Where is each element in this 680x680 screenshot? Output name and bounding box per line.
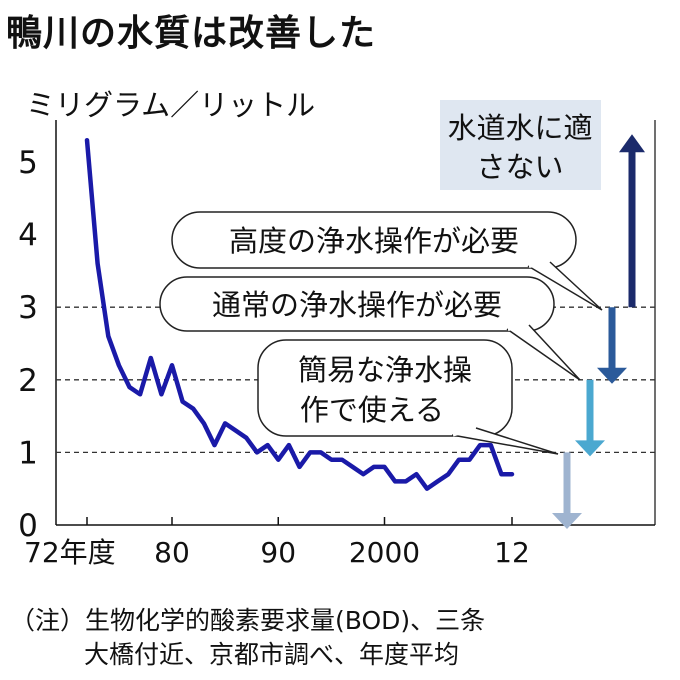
band-arrow-head-down (575, 440, 605, 457)
y-tick-label: 3 (18, 290, 38, 326)
footnote-line-2: 大橋付近、京都市調べ、年度平均 (84, 640, 460, 669)
band-label-bubble-tail (527, 261, 603, 311)
band-label-bubble-tail-gap (452, 427, 476, 437)
band-label-text: 簡易な浄水操 (298, 353, 472, 387)
band-label-bubble-tail (451, 427, 559, 455)
x-tick-label: 12 (494, 536, 530, 569)
chart-title: 鴨川の水質は改善した (6, 13, 377, 54)
y-axis-unit-label: ミリグラム／リットル (26, 88, 316, 122)
band-label-text: 通常の浄水操作が必要 (212, 288, 502, 322)
band-label-bubble (257, 339, 513, 437)
band-arrow-head-down (597, 367, 627, 384)
band-arrow-head-up (619, 134, 645, 153)
x-tick-label: 72年度 (24, 536, 116, 569)
x-tick-label: 80 (154, 536, 190, 569)
y-tick-label: 5 (18, 145, 38, 181)
y-tick-label: 1 (18, 435, 38, 471)
band-label-bubble-tail-gap (507, 324, 529, 331)
x-tick-label: 2000 (349, 536, 420, 569)
band-label-bubble-tail (506, 324, 581, 381)
footnote: （注）生物化学的酸素要求量(BOD)、三条 大橋付近、京都市調べ、年度平均 (10, 604, 670, 672)
band-label-text: 作で使える (300, 393, 444, 427)
y-tick-label: 2 (18, 363, 38, 399)
x-tick-label: 90 (260, 536, 296, 569)
band-label-bubble-tail-gap (528, 261, 550, 268)
band-label-text: さない (476, 150, 563, 184)
y-tick-label: 4 (18, 218, 38, 254)
y-tick-label: 0 (18, 508, 38, 544)
band-label-text: 水道水に適 (447, 111, 592, 145)
band-label-box (440, 100, 601, 190)
band-arrow-head-down (552, 513, 582, 529)
band-label-text: 高度の浄水操作が必要 (229, 224, 519, 258)
footnote-line-1: （注）生物化学的酸素要求量(BOD)、三条 (10, 606, 486, 635)
